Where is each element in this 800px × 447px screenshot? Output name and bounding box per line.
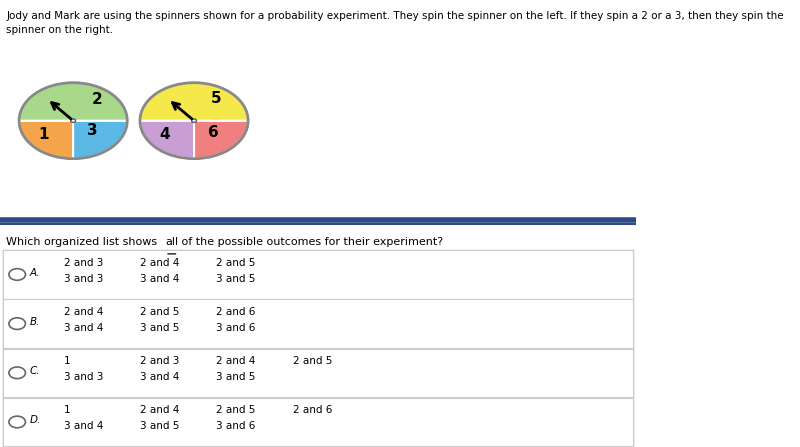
Text: Jody and Mark are using the spinners shown for a probability experiment. They sp: Jody and Mark are using the spinners sho… [6, 11, 784, 21]
Text: 2 and 6: 2 and 6 [216, 307, 256, 317]
Text: 4: 4 [159, 127, 170, 142]
Text: 3 and 3: 3 and 3 [64, 274, 103, 284]
Text: 2 and 3: 2 and 3 [140, 356, 179, 366]
Wedge shape [19, 83, 127, 121]
Text: spinner on the right.: spinner on the right. [6, 25, 114, 34]
Text: 5: 5 [210, 91, 221, 106]
Text: 3 and 6: 3 and 6 [216, 323, 256, 333]
Text: 3 and 4: 3 and 4 [64, 323, 103, 333]
Text: 3 and 3: 3 and 3 [64, 372, 103, 382]
Circle shape [70, 119, 75, 122]
Text: all: all [165, 237, 178, 247]
Text: 3 and 5: 3 and 5 [216, 274, 256, 284]
Wedge shape [140, 83, 248, 121]
FancyBboxPatch shape [3, 299, 633, 348]
Text: A.: A. [30, 268, 41, 278]
Wedge shape [73, 121, 127, 159]
Text: 6: 6 [208, 125, 218, 140]
Wedge shape [140, 121, 194, 159]
Wedge shape [19, 121, 73, 159]
Text: 2 and 4: 2 and 4 [216, 356, 256, 366]
FancyBboxPatch shape [3, 349, 633, 397]
Text: 2 and 4: 2 and 4 [140, 405, 179, 415]
Text: 3 and 4: 3 and 4 [140, 372, 179, 382]
Text: of the possible outcomes for their experiment?: of the possible outcomes for their exper… [178, 237, 444, 247]
Text: 3 and 4: 3 and 4 [140, 274, 179, 284]
Text: 3 and 4: 3 and 4 [64, 422, 103, 431]
Text: C.: C. [30, 366, 41, 376]
Text: D.: D. [30, 415, 41, 425]
Text: 2 and 3: 2 and 3 [64, 258, 103, 268]
Text: 3 and 5: 3 and 5 [140, 422, 179, 431]
Text: 1: 1 [38, 127, 49, 142]
Text: 2 and 5: 2 and 5 [216, 258, 256, 268]
Circle shape [192, 119, 197, 122]
FancyBboxPatch shape [3, 398, 633, 446]
Text: 1: 1 [64, 356, 70, 366]
Text: 2 and 6: 2 and 6 [293, 405, 332, 415]
Text: 3 and 5: 3 and 5 [216, 372, 256, 382]
Text: 1: 1 [64, 405, 70, 415]
FancyBboxPatch shape [3, 250, 633, 299]
Text: 3 and 6: 3 and 6 [216, 422, 256, 431]
Text: 3 and 5: 3 and 5 [140, 323, 179, 333]
Text: B.: B. [30, 317, 40, 327]
Text: 2 and 4: 2 and 4 [64, 307, 103, 317]
Text: 3: 3 [87, 122, 98, 138]
Text: 2 and 4: 2 and 4 [140, 258, 179, 268]
Text: Which organized list shows: Which organized list shows [6, 237, 161, 247]
Text: 2 and 5: 2 and 5 [293, 356, 332, 366]
Text: 2 and 5: 2 and 5 [216, 405, 256, 415]
Text: 2: 2 [92, 92, 102, 107]
Text: 2 and 5: 2 and 5 [140, 307, 179, 317]
Wedge shape [194, 121, 248, 159]
